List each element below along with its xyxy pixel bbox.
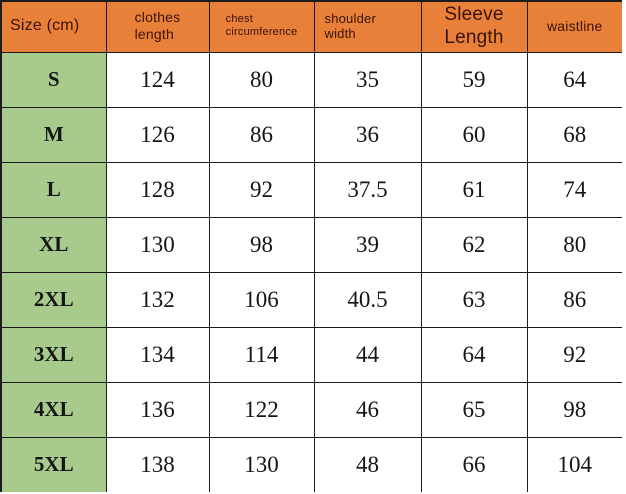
value-cell: 40.5 bbox=[313, 271, 422, 328]
value-cell: 44 bbox=[313, 326, 422, 383]
size-cell: 4XL bbox=[0, 381, 107, 438]
value-cell: 128 bbox=[105, 161, 210, 218]
value-cell: 136 bbox=[105, 381, 210, 438]
value-cell: 60 bbox=[420, 106, 528, 163]
header-waistline: waistline bbox=[526, 0, 622, 53]
value-cell: 106 bbox=[208, 271, 315, 328]
size-cell: S bbox=[0, 51, 107, 108]
value-cell: 114 bbox=[208, 326, 315, 383]
header-chest-circumference-label: chest circumference bbox=[225, 13, 298, 39]
value-cell: 35 bbox=[313, 51, 422, 108]
value-cell: 104 bbox=[526, 436, 622, 492]
value-cell: 64 bbox=[526, 51, 622, 108]
value-cell: 64 bbox=[420, 326, 528, 383]
value-cell: 98 bbox=[208, 216, 315, 273]
value-cell: 122 bbox=[208, 381, 315, 438]
value-cell: 86 bbox=[208, 106, 315, 163]
value-cell: 39 bbox=[313, 216, 422, 273]
header-sleeve-length: Sleeve Length bbox=[420, 0, 528, 53]
value-cell: 46 bbox=[313, 381, 422, 438]
size-cell: M bbox=[0, 106, 107, 163]
value-cell: 86 bbox=[526, 271, 622, 328]
value-cell: 74 bbox=[526, 161, 622, 218]
size-cell: 2XL bbox=[0, 271, 107, 328]
value-cell: 134 bbox=[105, 326, 210, 383]
header-shoulder-width: shoulder width bbox=[313, 0, 422, 53]
header-shoulder-width-label: shoulder width bbox=[324, 10, 376, 41]
value-cell: 138 bbox=[105, 436, 210, 492]
size-chart-header: Size (cm) clothes length chest circumference… bbox=[0, 0, 622, 53]
value-cell: 48 bbox=[313, 436, 422, 492]
header-clothes-length: clothes length bbox=[105, 0, 210, 53]
value-cell: 65 bbox=[420, 381, 528, 438]
value-cell: 132 bbox=[105, 271, 210, 328]
table-row: 3XL 134 114 44 64 92 bbox=[0, 326, 622, 383]
value-cell: 37.5 bbox=[313, 161, 422, 218]
value-cell: 92 bbox=[208, 161, 315, 218]
header-size-label: Size (cm) bbox=[10, 17, 80, 35]
table-row: 5XL 138 130 48 66 104 bbox=[0, 436, 622, 492]
value-cell: 66 bbox=[420, 436, 528, 492]
table-row: M 126 86 36 60 68 bbox=[0, 106, 622, 163]
value-cell: 98 bbox=[526, 381, 622, 438]
size-cell: L bbox=[0, 161, 107, 218]
size-chart-body: S 124 80 35 59 64 M 126 86 36 60 68 L 128 92 37.5 61 74 XL… bbox=[0, 51, 622, 492]
header-clothes-length-label: clothes length bbox=[134, 9, 181, 42]
value-cell: 92 bbox=[526, 326, 622, 383]
value-cell: 126 bbox=[105, 106, 210, 163]
size-cell: XL bbox=[0, 216, 107, 273]
size-cell: 3XL bbox=[0, 326, 107, 383]
value-cell: 63 bbox=[420, 271, 528, 328]
value-cell: 59 bbox=[420, 51, 528, 108]
value-cell: 130 bbox=[105, 216, 210, 273]
header-row: Size (cm) clothes length chest circumference… bbox=[0, 0, 622, 53]
table-row: 2XL 132 106 40.5 63 86 bbox=[0, 271, 622, 328]
header-size: Size (cm) bbox=[0, 0, 107, 53]
header-chest-circumference: chest circumference bbox=[208, 0, 315, 53]
header-waistline-label: waistline bbox=[547, 17, 603, 34]
value-cell: 80 bbox=[526, 216, 622, 273]
value-cell: 80 bbox=[208, 51, 315, 108]
table-row: XL 130 98 39 62 80 bbox=[0, 216, 622, 273]
header-sleeve-length-label: Sleeve Length bbox=[444, 4, 504, 48]
table-row: 4XL 136 122 46 65 98 bbox=[0, 381, 622, 438]
value-cell: 68 bbox=[526, 106, 622, 163]
table-row: L 128 92 37.5 61 74 bbox=[0, 161, 622, 218]
value-cell: 36 bbox=[313, 106, 422, 163]
size-cell: 5XL bbox=[0, 436, 107, 492]
table-row: S 124 80 35 59 64 bbox=[0, 51, 622, 108]
value-cell: 130 bbox=[208, 436, 315, 492]
value-cell: 62 bbox=[420, 216, 528, 273]
value-cell: 61 bbox=[420, 161, 528, 218]
value-cell: 124 bbox=[105, 51, 210, 108]
